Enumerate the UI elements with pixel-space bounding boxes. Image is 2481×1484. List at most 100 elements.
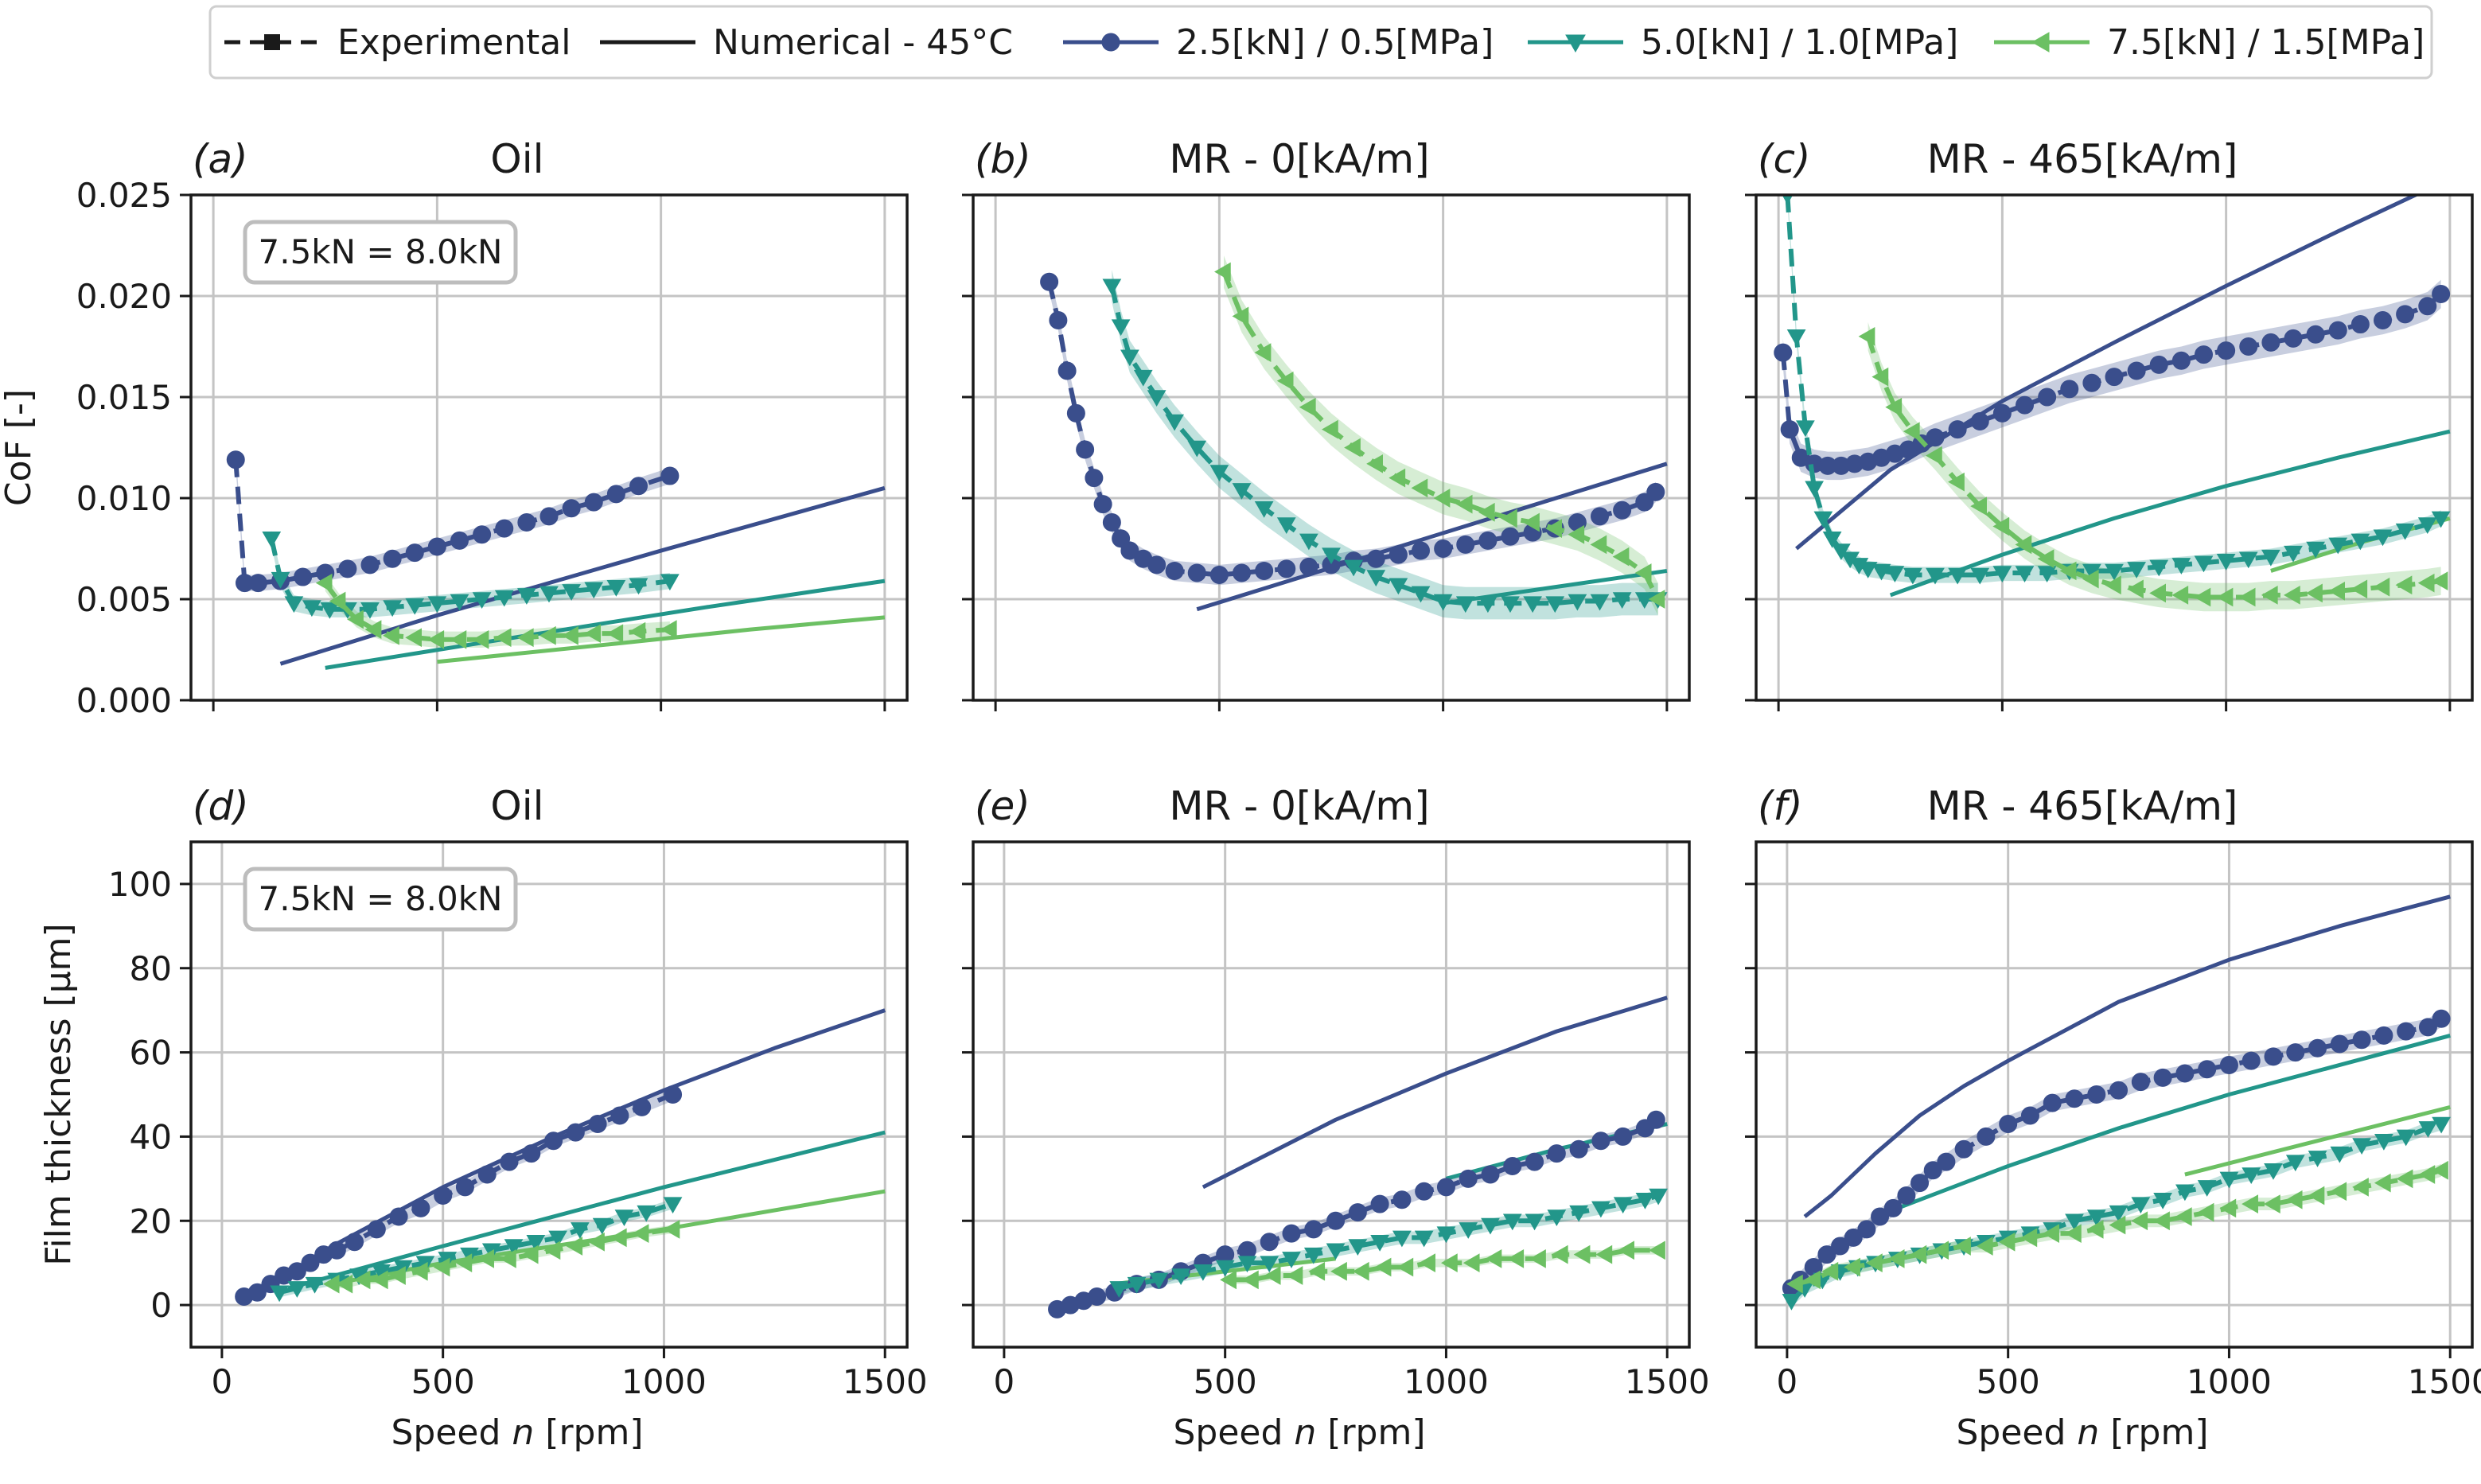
data-point-s3: [1523, 512, 1540, 532]
y-tick-label: 40: [130, 1117, 172, 1156]
data-point-s2: [584, 582, 604, 599]
data-point-s1: [1478, 531, 1498, 550]
data-point-s1: [1282, 1224, 1301, 1243]
data-point-s2: [1111, 319, 1131, 337]
data-point-s1: [473, 525, 492, 544]
data-point-s1: [633, 1097, 652, 1116]
data-point-s1: [588, 1115, 607, 1134]
data-point-s2: [1948, 567, 1967, 585]
note-frame: [243, 220, 518, 285]
data-point-s1: [1436, 1178, 1455, 1197]
data-point-s1: [1255, 561, 1274, 580]
data-point-s3: [1433, 489, 1451, 508]
plot-frame: [189, 840, 909, 1349]
data-point-s2: [2395, 523, 2415, 540]
numerical-line-s3: [437, 615, 886, 664]
data-point-s1: [1392, 1190, 1412, 1209]
data-point-s3: [516, 628, 534, 648]
data-point-s3: [1844, 1257, 1860, 1277]
data-point-s2: [360, 602, 380, 619]
data-point-s3: [1411, 478, 1428, 498]
data-point-s2: [1436, 1226, 1456, 1244]
data-point-s3: [2086, 1219, 2104, 1239]
data-point-s1: [2397, 1022, 2416, 1041]
legend-label-num: Numerical - 45°C: [713, 22, 1013, 63]
data-point-s2: [1366, 570, 1386, 587]
y-tick-label: 60: [130, 1034, 172, 1073]
data-point-s3: [2175, 1207, 2192, 1226]
data-point-s1: [1774, 343, 1793, 362]
data-point-s3: [2283, 586, 2300, 605]
data-point-s1: [1088, 1287, 1107, 1306]
data-point-s2: [2241, 1167, 2261, 1185]
data-point-s3: [521, 1244, 539, 1264]
data-point-s2: [1455, 596, 1475, 613]
data-point-s2: [1786, 329, 1806, 346]
data-point-s2: [2171, 558, 2191, 575]
data-point-s3: [2216, 587, 2234, 607]
legend-marker-tri-left: [2031, 32, 2050, 53]
data-point-s2: [663, 1197, 683, 1214]
data-point-s3: [477, 1249, 494, 1268]
data-point-s2: [614, 1209, 634, 1226]
data-point-s1: [455, 1178, 474, 1197]
x-axis-label: Speed n [rpm]: [1173, 1412, 1425, 1453]
x-tick-label: 0: [1777, 1362, 1798, 1401]
data-point-s1: [2065, 1089, 2084, 1108]
data-point-s1: [1614, 1127, 1633, 1146]
data-point-s1: [1147, 555, 1166, 575]
data-point-s1: [477, 1165, 497, 1184]
data-point-s3: [1299, 397, 1316, 417]
data-point-s2: [2153, 1193, 2172, 1209]
data-point-s2: [504, 1239, 524, 1256]
data-point-s3: [606, 624, 624, 644]
data-point-s1: [248, 574, 267, 593]
x-tick-label: 500: [411, 1362, 475, 1401]
data-point-s3: [1485, 1249, 1502, 1268]
y-tick-label: 100: [108, 865, 172, 904]
data-point-s1: [1085, 469, 1104, 488]
data-point-s2: [548, 1230, 567, 1248]
data-point-s2: [2086, 1209, 2106, 1226]
data-point-s3: [371, 1270, 388, 1290]
data-point-s1: [1503, 1156, 1522, 1175]
panel-title: MR - 465[kA/m]: [1927, 136, 2238, 182]
data-point-s1: [2284, 329, 2303, 348]
data-point-s2: [1392, 1230, 1412, 1248]
data-point-s2: [1822, 532, 1842, 548]
data-point-s3: [1648, 590, 1665, 609]
data-point-s3: [1308, 1261, 1326, 1281]
data-point-s1: [495, 519, 514, 538]
data-point-s2: [1782, 1294, 1801, 1311]
data-point-s1: [2060, 380, 2079, 399]
data-point-s1: [1415, 1182, 1434, 1201]
x-tick-label: 1000: [621, 1362, 707, 1401]
panel-a: 0.000 0.005 0.010 0.015 0.020 0.025 (a) Oil CoF …: [0, 136, 909, 720]
data-point-s1: [2217, 341, 2236, 360]
data-point-s2: [1232, 483, 1252, 500]
data-point-s1: [562, 499, 581, 518]
data-point-s2: [571, 1222, 590, 1239]
data-point-s3: [2418, 1165, 2436, 1184]
data-point-s3: [411, 1261, 428, 1281]
data-point-s3: [1241, 1270, 1259, 1290]
data-point-s3: [1568, 524, 1585, 544]
data-point-s2: [405, 598, 425, 615]
data-point-s1: [1277, 559, 1296, 578]
series-group: [1782, 894, 2451, 1311]
data-point-s3: [2431, 571, 2448, 591]
data-point-s3: [1344, 438, 1361, 458]
data-point-s1: [2016, 395, 2034, 415]
x-tick-label: 500: [1194, 1362, 1257, 1401]
data-point-s2: [2127, 562, 2146, 578]
y-tick-label: 20: [130, 1202, 172, 1241]
data-point-s1: [2306, 325, 2325, 344]
data-point-s3: [1649, 1241, 1665, 1260]
data-point-s2: [1326, 1243, 1346, 1260]
data-point-s1: [1120, 541, 1139, 560]
data-point-s2: [2037, 566, 2057, 582]
panel-c: (c) MR - 465[kA/m]: [1745, 136, 2474, 711]
data-point-s3: [2020, 1228, 2038, 1248]
data-point-s2: [2285, 1155, 2305, 1172]
data-point-s1: [226, 450, 245, 469]
